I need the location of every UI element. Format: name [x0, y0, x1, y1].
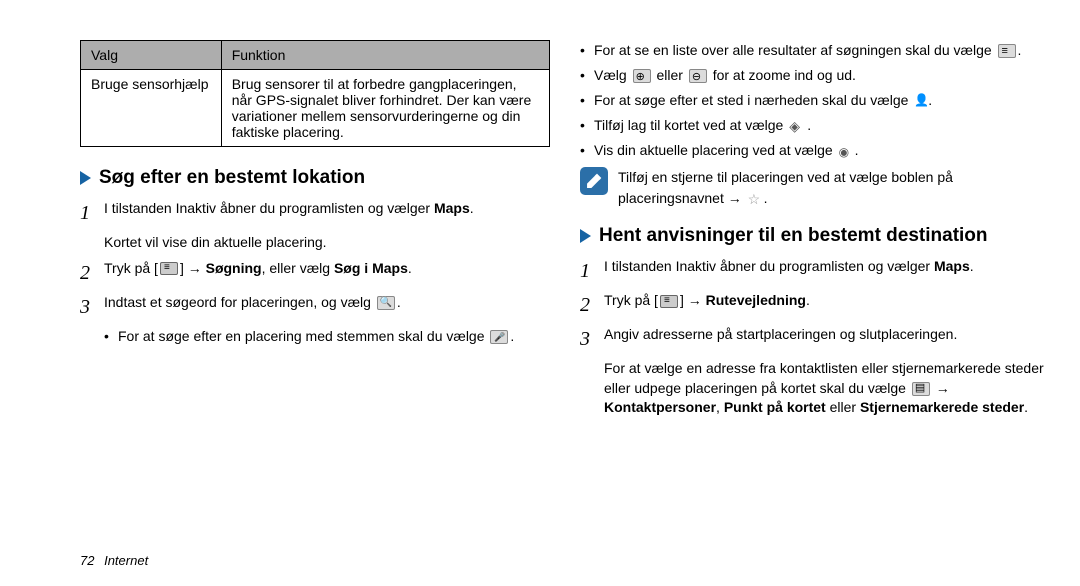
- sub-text: For at vælge en adresse fra kontaktliste…: [604, 359, 1050, 418]
- bullet: • For at søge efter en placering med ste…: [104, 327, 550, 347]
- step-3: 3 Angiv adresserne på startplaceringen o…: [580, 325, 1050, 353]
- bullet: • Vælg eller for at zoome ind og ud.: [580, 65, 1050, 86]
- star-icon: [748, 192, 762, 206]
- step-2: 2 Tryk på [] → Søgning, eller vælg Søg i…: [80, 259, 550, 287]
- note-icon: [580, 167, 608, 195]
- heading-text: Hent anvisninger til en bestemt destinat…: [599, 225, 988, 247]
- th-option: Valg: [81, 41, 222, 70]
- step-num: 1: [80, 199, 104, 227]
- step-num: 3: [80, 293, 104, 321]
- td-func: Brug sensorer til at forbedre gangplacer…: [221, 70, 549, 147]
- td-opt: Bruge sensorhjælp: [81, 70, 222, 147]
- zoom-out-icon: [689, 69, 707, 83]
- options-table: Valg Funktion Bruge sensorhjælp Brug sen…: [80, 40, 550, 147]
- page-number: 72: [80, 553, 94, 568]
- step-1: 1 I tilstanden Inaktiv åbner du programl…: [580, 257, 1050, 285]
- heading-text: Søg efter en bestemt lokation: [99, 167, 365, 189]
- step-num: 2: [80, 259, 104, 287]
- mic-icon: [490, 330, 508, 344]
- heading-search-location: Søg efter en bestemt lokation: [80, 167, 550, 189]
- heading-directions: Hent anvisninger til en bestemt destinat…: [580, 225, 1050, 247]
- bullet: • For at søge efter et sted i nærheden s…: [580, 90, 1050, 111]
- chevron-icon: [580, 229, 591, 243]
- step-2: 2 Tryk på [] → Rutevejledning.: [580, 291, 1050, 319]
- th-function: Funktion: [221, 41, 549, 70]
- menu-icon: [660, 295, 678, 308]
- bullet: • Tilføj lag til kortet ved at vælge .: [580, 115, 1050, 136]
- sheet-icon: [912, 382, 930, 396]
- person-icon: [914, 93, 926, 109]
- step-3: 3 Indtast et søgeord for placeringen, og…: [80, 293, 550, 321]
- bullet: • Vis din aktuelle placering ved at vælg…: [580, 140, 1050, 161]
- list-icon: [998, 44, 1016, 58]
- page-footer: 72 Internet: [80, 553, 148, 568]
- target-icon: [839, 144, 853, 158]
- section-name: Internet: [104, 553, 148, 568]
- search-icon: [377, 296, 395, 310]
- layers-icon: [789, 119, 805, 133]
- note-box: Tilføj en stjerne til placeringen ved at…: [580, 167, 1050, 209]
- sub-text: Kortet vil vise din aktuelle placering.: [104, 233, 550, 253]
- bullet: • For at se en liste over alle resultate…: [580, 40, 1050, 61]
- zoom-in-icon: [633, 69, 651, 83]
- chevron-icon: [80, 171, 91, 185]
- step-1: 1 I tilstanden Inaktiv åbner du programl…: [80, 199, 550, 227]
- menu-icon: [160, 262, 178, 275]
